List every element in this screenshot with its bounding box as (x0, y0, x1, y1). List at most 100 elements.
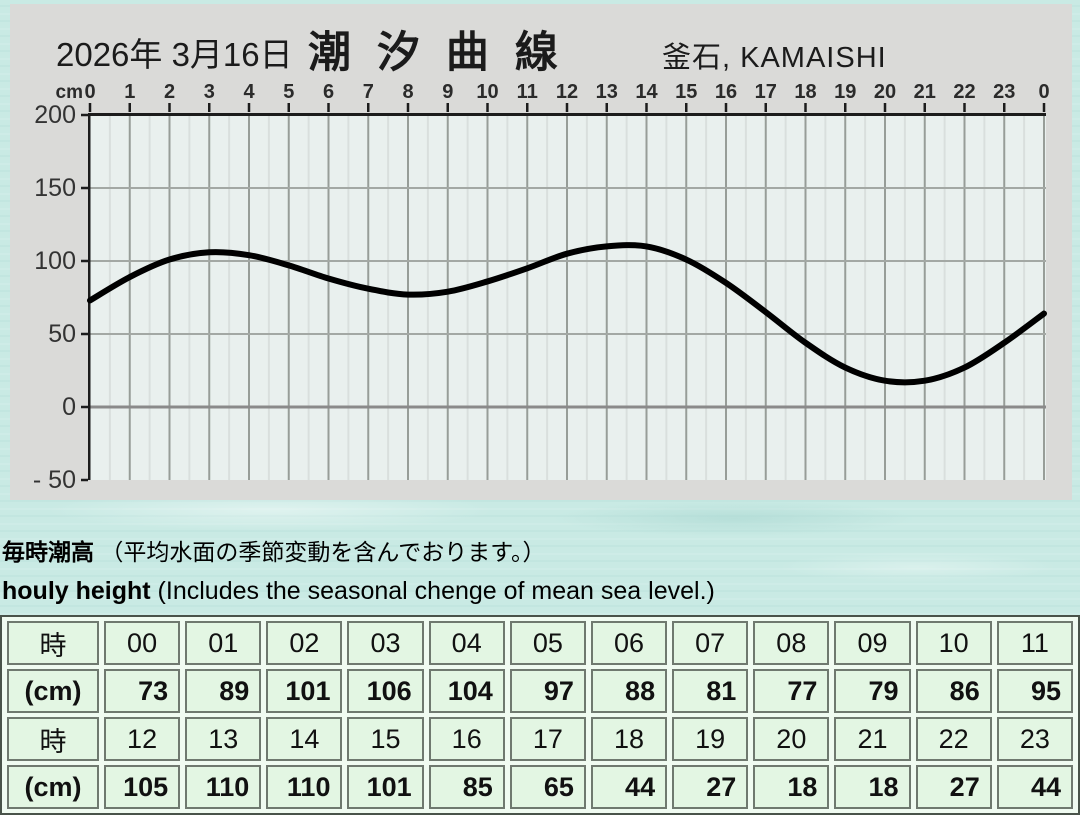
x-axis-tick-label: 7 (363, 81, 374, 103)
hour-cell: 22 (915, 717, 992, 761)
y-axis-tick-label: 100 (34, 247, 76, 275)
height-value-cell: 44 (590, 765, 668, 809)
table-row-header: 時 (7, 621, 99, 665)
hour-cell: 08 (753, 621, 830, 665)
height-value-cell: 110 (185, 765, 262, 809)
hour-cell: 00 (104, 621, 181, 665)
hour-cell: 06 (590, 621, 668, 665)
table-row-header: 時 (7, 717, 99, 761)
table-row: (cm) 105 110 110 101 85 65 44 27 18 18 27 44 (7, 765, 1073, 809)
y-axis-tick-label: 50 (48, 320, 76, 348)
tide-curve-chart: 0 1 2 3 4 5 6 7 8 9 10 11 12 13 14 15 16 17 18 19 20 21 22 23 0c… (33, 81, 1050, 494)
top-axis-line (88, 113, 1046, 116)
x-axis-tick-label: 14 (635, 81, 658, 103)
hour-cell: 17 (509, 717, 586, 761)
x-axis-tick-label: 2 (164, 81, 175, 103)
x-axis-tick-label: 8 (402, 81, 413, 103)
note-japanese: 毎時潮高 （平均水面の季節変動を含んでおります。） (2, 538, 715, 567)
x-axis-tick-label: 0 (1038, 81, 1049, 103)
x-axis-tick-label: 9 (442, 81, 453, 103)
table-row: 時 12 13 14 15 16 17 18 19 20 21 22 23 (7, 717, 1073, 761)
height-value-cell: 65 (509, 765, 586, 809)
height-value-cell: 97 (509, 669, 586, 713)
hour-cell: 19 (672, 717, 749, 761)
height-value-cell: 18 (834, 765, 911, 809)
hour-cell: 23 (996, 717, 1073, 761)
height-value-cell: 106 (347, 669, 424, 713)
height-value-cell: 79 (834, 669, 911, 713)
x-axis-tick-label: 5 (283, 81, 294, 103)
x-axis-tick-label: 0 (84, 81, 95, 103)
tide-curve (87, 242, 1047, 386)
table-row-header: (cm) (7, 765, 99, 809)
note-jp-title: 毎時潮高 (2, 539, 94, 565)
table-row: 時 00 01 02 03 04 05 06 07 08 09 10 11 (7, 621, 1073, 665)
x-axis-tick-label: 18 (794, 81, 816, 103)
x-axis-tick-label: 11 (517, 81, 538, 103)
x-axis-tick-label: 10 (476, 81, 498, 103)
hour-cell: 18 (590, 717, 668, 761)
x-axis-tick-label: 4 (243, 81, 255, 103)
height-value-cell: 77 (753, 669, 830, 713)
y-axis-tick-label: 200 (34, 101, 76, 129)
hour-cell: 11 (996, 621, 1073, 665)
notes-block: 毎時潮高 （平均水面の季節変動を含んでおります。） houly height (… (2, 538, 715, 607)
note-english: houly height (Includes the seasonal chen… (2, 576, 715, 607)
x-axis-tick-label: 3 (204, 81, 215, 103)
table-row: (cm) 73 89 101 106 104 97 88 81 77 79 86 95 (7, 669, 1073, 713)
hour-cell: 10 (915, 621, 992, 665)
x-axis-tick-label: 21 (914, 81, 936, 103)
hour-cell: 13 (185, 717, 262, 761)
hour-cell: 03 (347, 621, 424, 665)
hour-cell: 01 (185, 621, 262, 665)
height-value-cell: 88 (590, 669, 668, 713)
height-value-cell: 104 (428, 669, 505, 713)
note-en-title: houly height (2, 576, 151, 605)
hour-cell: 12 (104, 717, 181, 761)
height-value-cell: 110 (266, 765, 343, 809)
height-value-cell: 81 (672, 669, 749, 713)
hour-cell: 02 (266, 621, 343, 665)
x-axis-tick-label: 17 (755, 81, 777, 103)
hour-cell: 21 (834, 717, 911, 761)
hour-cell: 14 (266, 717, 343, 761)
x-axis-tick-label: 1 (124, 81, 135, 103)
hour-cell: 04 (428, 621, 505, 665)
x-axis-tick-label: 23 (993, 81, 1015, 103)
height-value-cell: 101 (266, 669, 343, 713)
x-axis-tick-label: 22 (953, 81, 975, 103)
height-value-cell: 44 (996, 765, 1073, 809)
height-value-cell: 86 (915, 669, 992, 713)
x-axis-tick-label: 16 (715, 81, 737, 103)
x-axis-tick-label: 13 (596, 81, 618, 103)
table-row-header: (cm) (7, 669, 99, 713)
height-value-cell: 101 (347, 765, 424, 809)
height-value-cell: 85 (428, 765, 505, 809)
left-axis-line (88, 113, 91, 480)
y-axis-tick-label: 0 (62, 393, 76, 421)
station-name: 釜石, KAMAISHI (662, 42, 887, 74)
chart-title: 潮 汐 曲 線 (308, 29, 565, 77)
height-value-cell: 27 (672, 765, 749, 809)
x-axis-tick-label: 6 (323, 81, 334, 103)
height-value-cell: 73 (104, 669, 181, 713)
hour-cell: 05 (509, 621, 586, 665)
hour-cell: 15 (347, 717, 424, 761)
y-axis-tick-label: - 50 (33, 466, 76, 494)
note-en-text: (Includes the seasonal chenge of mean se… (150, 576, 715, 605)
x-axis-tick-label: 12 (556, 81, 578, 103)
x-axis-tick-label: 20 (874, 81, 896, 103)
height-value-cell: 27 (915, 765, 992, 809)
x-axis-tick-label: 19 (834, 81, 856, 103)
hour-cell: 16 (428, 717, 505, 761)
hour-cell: 09 (834, 621, 911, 665)
hour-cell: 20 (753, 717, 830, 761)
y-axis-tick-label: 150 (34, 174, 76, 202)
hourly-height-table: 時 00 01 02 03 04 05 06 07 08 09 10 11 (cm) 73 89 101 106 1… (0, 615, 1080, 815)
height-value-cell: 95 (996, 669, 1073, 713)
x-axis-tick-label: 15 (675, 81, 697, 103)
height-value-cell: 18 (753, 765, 830, 809)
chart-date: 2026年 3月16日 (56, 36, 293, 73)
